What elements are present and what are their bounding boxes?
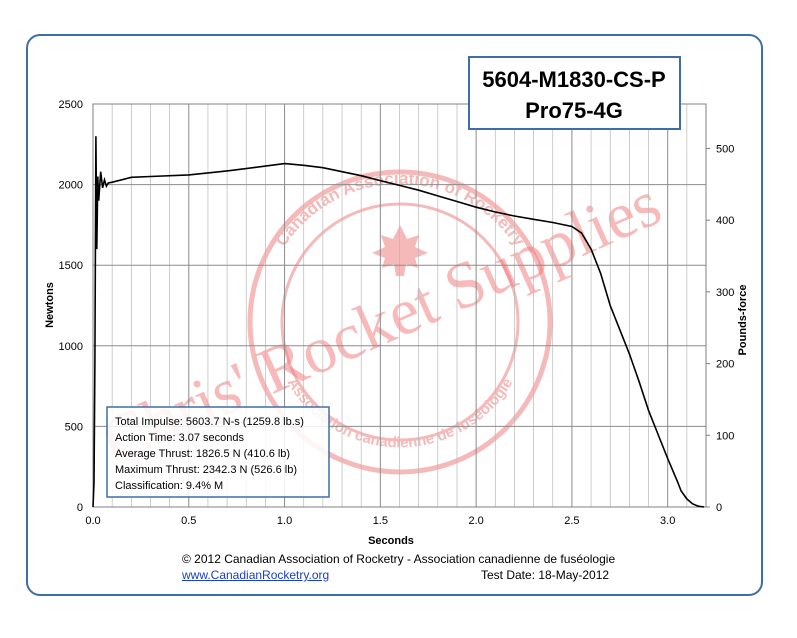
- y2-tick-label: 400: [716, 215, 734, 227]
- y2-tick-label: 500: [716, 143, 734, 155]
- info-maximum-thrust: Maximum Thrust: 2342.3 N (526.6 lb): [115, 464, 297, 476]
- y-tick-label: 500: [65, 421, 83, 433]
- motor-title-box: 5604-M1830-CS-P Pro75-4G: [468, 56, 681, 130]
- x-axis-label: Seconds: [368, 535, 414, 547]
- y-tick-label: 2000: [59, 180, 83, 192]
- chart-tick-labels: 0.0 0.5 1.0 1.5 2.0 2.5 3.00500100015002000250…: [59, 99, 735, 527]
- info-box: Total Impulse: 5603.7 N-s (1259.8 lb.s) …: [106, 406, 330, 498]
- y-axis-label: Newtons: [44, 282, 56, 328]
- x-tick-label: 2.5: [564, 515, 579, 527]
- x-tick-label: 0.0: [85, 515, 100, 527]
- y2-tick-label: 200: [716, 359, 734, 371]
- info-classification: Classification: 9.4% M: [115, 480, 223, 492]
- y-tick-label: 2500: [59, 99, 83, 111]
- footer-copyright: © 2012 Canadian Association of Rocketry …: [182, 552, 616, 566]
- x-tick-label: 1.5: [373, 515, 388, 527]
- motor-title-line-1: 5604-M1830-CS-P: [482, 67, 665, 92]
- y2-tick-label: 300: [716, 287, 734, 299]
- y-tick-label: 0: [77, 502, 83, 514]
- chart-axes: [92, 103, 710, 508]
- y2-tick-label: 0: [716, 502, 722, 514]
- maple-leaf-icon: [372, 225, 428, 276]
- y-tick-label: 1500: [59, 260, 83, 272]
- y2-axis-label: Pounds-force: [737, 285, 749, 356]
- info-average-thrust: Average Thrust: 1826.5 N (410.6 lb): [115, 448, 290, 460]
- y-tick-label: 1000: [59, 341, 83, 353]
- plot-area-border: [92, 103, 707, 508]
- info-action-time: Action Time: 3.07 seconds: [115, 432, 245, 444]
- x-tick-label: 2.0: [468, 515, 483, 527]
- info-total-impulse: Total Impulse: 5603.7 N-s (1259.8 lb.s): [115, 416, 304, 428]
- x-tick-label: 0.5: [181, 515, 196, 527]
- thrust-curve: [92, 136, 705, 508]
- footer-test-date: Test Date: 18-May-2012: [481, 568, 610, 582]
- y2-tick-label: 100: [716, 430, 734, 442]
- x-tick-label: 1.0: [277, 515, 292, 527]
- footer-website-link[interactable]: www.CanadianRocketry.org: [182, 568, 330, 582]
- motor-title-line-2: Pro75-4G: [525, 98, 623, 123]
- x-tick-label: 3.0: [660, 515, 675, 527]
